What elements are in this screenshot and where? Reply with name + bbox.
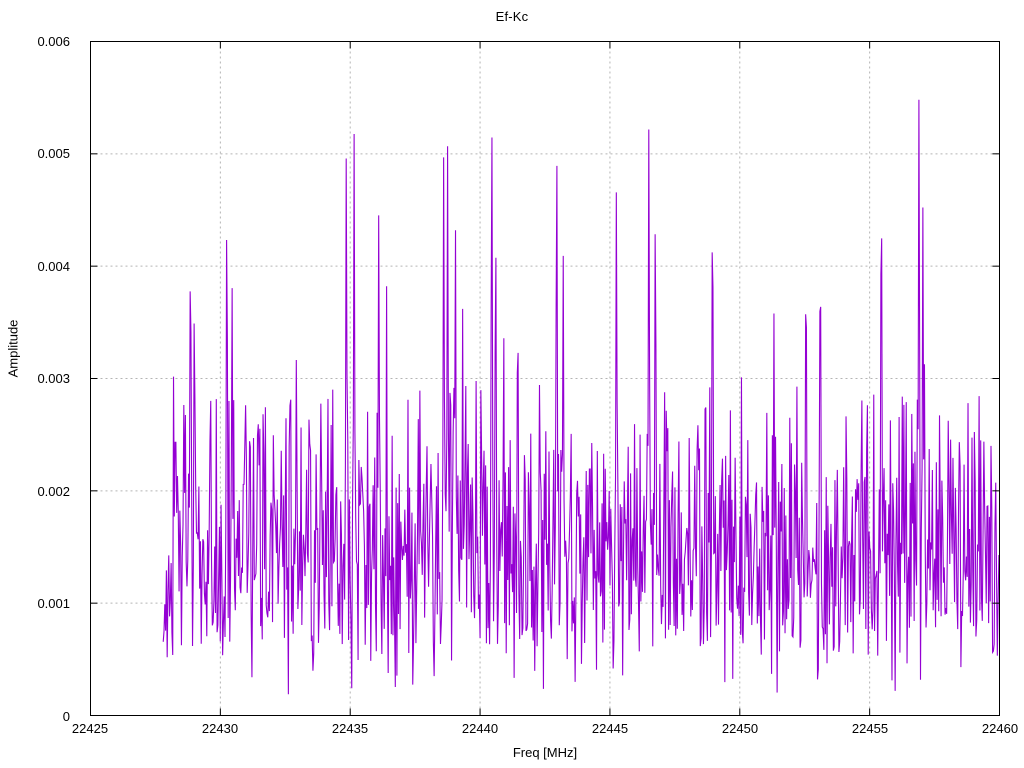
grid-lines (90, 41, 1000, 716)
x-tick-label: 22430 (201, 721, 239, 736)
spectrum-trace (162, 99, 1000, 695)
y-tick-label: 0.002 (37, 484, 70, 499)
x-tick-label: 22450 (721, 721, 759, 736)
x-tick-label: 22435 (331, 721, 369, 736)
plot-border (90, 41, 1000, 716)
y-tick-label: 0.005 (37, 146, 70, 161)
x-tick-label: 22460 (981, 721, 1019, 736)
y-tick-label: 0.006 (37, 34, 70, 49)
x-tick-label: 22440 (461, 721, 499, 736)
x-tick-label: 22425 (71, 721, 109, 736)
x-axis-label: Freq [MHz] (512, 745, 578, 760)
y-tick-label: 0.004 (37, 259, 70, 274)
x-tick-label: 22445 (591, 721, 629, 736)
y-tick-label: 0.001 (37, 596, 70, 611)
page-title: Ef-Kc (495, 9, 529, 24)
y-tick-label: 0 (62, 709, 70, 724)
x-tick-label: 22455 (851, 721, 889, 736)
y-tick-label: 0.003 (37, 371, 70, 386)
